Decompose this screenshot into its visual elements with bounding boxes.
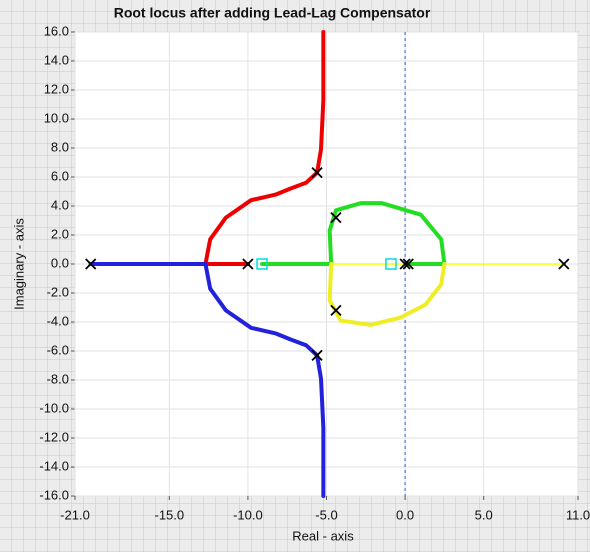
y-tick-label: -8.0 — [47, 371, 69, 386]
pole-marker — [85, 258, 97, 270]
pole-marker — [402, 258, 414, 270]
pole-marker — [558, 258, 570, 270]
x-tick-label: -5.0 — [315, 507, 337, 522]
x-tick-label: -21.0 — [60, 507, 90, 522]
chart-title: Root locus after adding Lead-Lag Compens… — [114, 5, 431, 21]
pole-marker — [399, 258, 411, 270]
x-tick-label: 0.0 — [396, 507, 414, 522]
y-tick-label: -16.0 — [39, 487, 69, 502]
pole-marker — [330, 211, 342, 224]
y-tick-label: -14.0 — [39, 458, 69, 473]
x-tick-label: 11.0 — [566, 507, 590, 522]
y-tick-label: 2.0 — [51, 226, 69, 241]
x-axis-label: Real - axis — [292, 528, 354, 543]
y-tick-label: -4.0 — [47, 313, 69, 328]
y-tick-label: 16.0 — [44, 23, 69, 38]
y-tick-label: -12.0 — [39, 429, 69, 444]
pole-marker — [330, 304, 342, 317]
y-tick-label: -6.0 — [47, 342, 69, 357]
zero-marker — [256, 258, 268, 270]
locus-branch — [260, 201, 447, 266]
x-tick-label: -10.0 — [233, 507, 263, 522]
y-axis-label: Imaginary - axis — [11, 218, 26, 310]
zero-marker — [385, 258, 397, 270]
y-tick-label: 10.0 — [44, 110, 69, 125]
y-tick-label: 0.0 — [51, 255, 69, 270]
locus-branch — [327, 262, 447, 327]
y-tick-label: 4.0 — [51, 197, 69, 212]
pole-marker — [242, 258, 254, 270]
x-tick-label: -15.0 — [154, 507, 184, 522]
locus-branch — [203, 30, 326, 266]
y-tick-label: 12.0 — [44, 81, 69, 96]
locus-branch — [88, 262, 326, 498]
x-tick-label: 5.0 — [475, 507, 493, 522]
y-tick-label: -10.0 — [39, 400, 69, 415]
y-tick-label: 6.0 — [51, 168, 69, 183]
pole-marker — [311, 167, 323, 179]
y-tick-label: -2.0 — [47, 284, 69, 299]
y-tick-label: 8.0 — [51, 139, 69, 154]
y-tick-label: 14.0 — [44, 52, 69, 67]
pole-marker — [311, 349, 323, 361]
